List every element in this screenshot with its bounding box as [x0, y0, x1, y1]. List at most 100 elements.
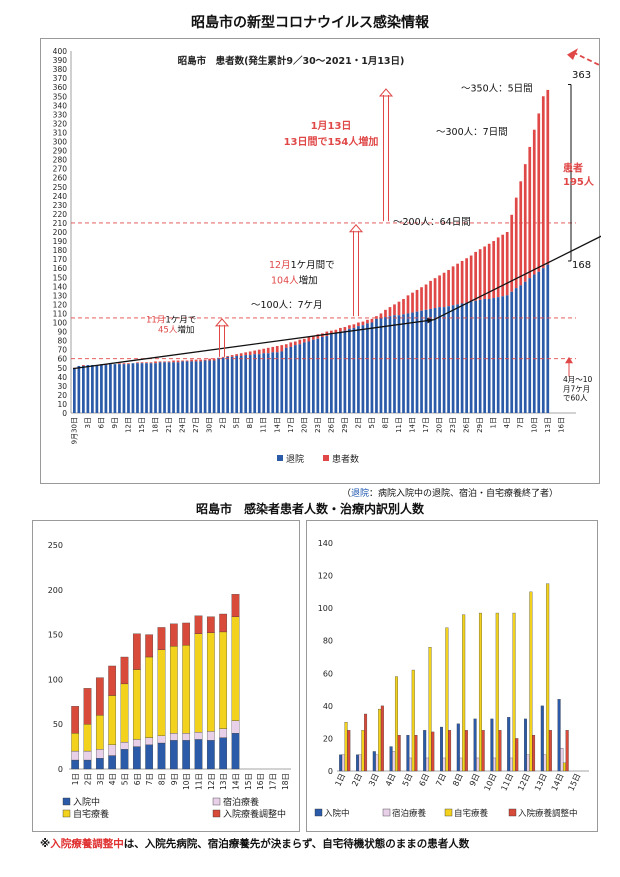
bar-segment [71, 706, 80, 734]
bar-patients [411, 292, 414, 313]
y-tick-label: 330 [53, 110, 68, 119]
bar-discharged [447, 306, 450, 413]
bar-discharged [221, 357, 225, 413]
bar-patients [145, 362, 148, 364]
bar-segment [231, 720, 240, 734]
y-tick-label: 210 [53, 219, 68, 228]
bar-discharged [523, 281, 527, 413]
bar-patients [460, 260, 464, 304]
bar-discharged [352, 327, 356, 413]
y-tick-label: 120 [318, 572, 333, 581]
bar-patients [438, 275, 441, 308]
growth-arrow [433, 231, 610, 321]
bar-patients [388, 307, 392, 317]
bar-patients [339, 327, 342, 332]
bar-segment [219, 631, 228, 729]
bar [540, 705, 544, 772]
bar-segment [132, 746, 141, 770]
bar-patients [433, 278, 437, 309]
bar [339, 754, 343, 772]
legend-swatch [62, 797, 71, 806]
bar-patients [447, 270, 450, 307]
bar-patients [311, 336, 315, 340]
chart-cumulative: 0102030405060708090100110120130140150160… [53, 47, 620, 465]
bar-discharged [257, 354, 261, 413]
note-april: 4月～10 [563, 375, 593, 384]
bar-discharged [154, 363, 157, 413]
y-tick-label: 230 [53, 201, 68, 210]
bar-discharged [433, 308, 437, 413]
bar-patients [163, 361, 166, 363]
bar [532, 735, 536, 772]
bar-patients [307, 336, 311, 342]
x-tick-label: 9日 [468, 772, 482, 788]
note-term: 退院 [351, 489, 370, 499]
bar-discharged [271, 352, 275, 413]
bar-patients [451, 266, 455, 306]
bar-discharged [519, 285, 523, 413]
bar-segment [83, 724, 92, 752]
bar-patients [532, 129, 536, 275]
bar [509, 757, 513, 772]
bar-patients [330, 330, 333, 335]
legend-label: 自宅療養 [454, 808, 489, 819]
bar-discharged [366, 323, 369, 413]
bar-discharged [181, 361, 184, 413]
bar-patients [244, 352, 248, 356]
legend-swatch [212, 797, 221, 806]
bar-segment [95, 758, 104, 770]
x-tick-label: 8日 [246, 417, 254, 428]
y-tick-label: 350 [53, 92, 68, 101]
legend-swatch [62, 809, 71, 818]
bar-discharged [334, 333, 338, 413]
annotation-dec: 12月1ケ月間で [269, 260, 335, 271]
y-tick-label: 240 [53, 192, 68, 201]
y-tick-label: 310 [53, 128, 68, 137]
growth-arrow [72, 319, 434, 370]
y-tick-label: 320 [53, 119, 68, 128]
x-tick-label: 13日 [544, 417, 552, 433]
bar [524, 718, 527, 772]
x-tick-label: 16日 [557, 417, 565, 433]
bar-segment [132, 633, 141, 670]
bar-segment [83, 688, 92, 725]
y-tick-label: 250 [48, 541, 63, 550]
x-tick-label: 15日 [138, 417, 146, 433]
x-tick-label: 13日 [219, 773, 228, 790]
bar-discharged [149, 363, 153, 413]
bar-patients [280, 345, 284, 352]
bar-patients [293, 341, 297, 346]
bar-discharged [330, 334, 333, 413]
y-tick-label: 0 [328, 767, 333, 776]
bar-discharged [415, 311, 419, 413]
x-tick-label: 18日 [281, 773, 290, 790]
bar-patients [505, 232, 509, 296]
bar [560, 748, 564, 772]
bar-discharged [320, 336, 324, 413]
x-tick-label: 23日 [314, 417, 322, 433]
bar-discharged [275, 352, 279, 413]
bar [565, 730, 569, 772]
y-tick-label: 100 [53, 319, 68, 328]
bar-patients [199, 359, 202, 362]
y-tick-label: 20 [323, 734, 333, 743]
bar-patients [149, 362, 153, 364]
bar-segment [206, 731, 215, 741]
bar [414, 735, 418, 772]
y-tick-label: 250 [53, 183, 68, 192]
bar [543, 754, 547, 772]
bar-patients [352, 324, 356, 328]
bar [358, 754, 362, 772]
bar-segment [83, 759, 92, 770]
bar-patients [221, 356, 225, 358]
bar-discharged [505, 295, 509, 413]
label-168: 168 [572, 260, 591, 271]
bar [456, 723, 460, 772]
x-tick-label: 18日 [152, 417, 160, 433]
bar [378, 708, 382, 772]
bar-segment [231, 733, 240, 770]
bar-patients [361, 321, 365, 326]
y-tick-label: 40 [323, 702, 333, 711]
bar-discharged [113, 364, 117, 413]
bar-discharged [262, 353, 266, 413]
